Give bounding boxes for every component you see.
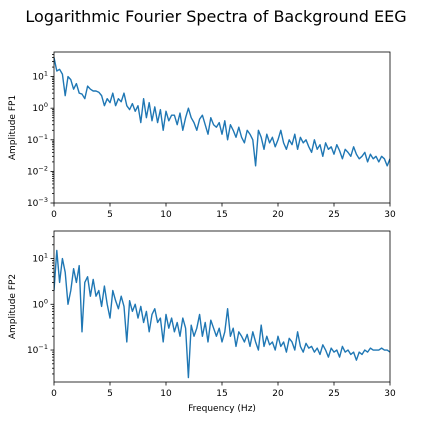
y-tick-label: 10−2 (27, 164, 48, 177)
x-tick-label: 30 (384, 389, 396, 399)
y-tick-label: 10−3 (27, 196, 48, 209)
chart-panel-fp1: 0 5 10 15 20 25 30 10−3 10−2 10−1 100 101 Amplitude … (8, 51, 396, 220)
y-axis-label: Amplitude FP1 (8, 95, 18, 160)
plot-frame (53, 51, 391, 204)
chart-panel-fp2: 0 5 10 15 20 25 30 10−1 100 101 Amplitude FP2 Frequ… (8, 230, 396, 414)
x-tick-label: 20 (272, 210, 284, 220)
y-tick-label: 10−1 (27, 133, 48, 146)
plot-frame (53, 230, 391, 383)
x-tick-label: 25 (328, 389, 339, 399)
x-tick-label: 0 (51, 389, 57, 399)
y-axis-label: Amplitude FP2 (8, 274, 18, 339)
y-tick-label: 100 (32, 101, 48, 114)
y-tick-label: 10−1 (27, 343, 48, 356)
x-tick-label: 15 (216, 210, 227, 220)
y-tick-label: 101 (32, 70, 48, 83)
x-tick-label: 25 (328, 210, 339, 220)
x-tick-label: 20 (272, 389, 284, 399)
x-axis-label: Frequency (Hz) (188, 404, 256, 414)
series-line-fp2 (54, 249, 390, 379)
y-tick-label: 101 (32, 252, 48, 265)
series-line-fp1 (54, 57, 390, 167)
figure-title: Logarithmic Fourier Spectra of Backgroun… (25, 7, 406, 26)
y-tick-label: 100 (32, 297, 48, 310)
x-tick-label: 5 (107, 389, 113, 399)
x-tick-label: 10 (160, 210, 172, 220)
x-tick-label: 0 (51, 210, 57, 220)
x-tick-label: 5 (107, 210, 113, 220)
x-tick-label: 10 (160, 389, 172, 399)
x-tick-label: 30 (384, 210, 396, 220)
x-tick-label: 15 (216, 389, 227, 399)
